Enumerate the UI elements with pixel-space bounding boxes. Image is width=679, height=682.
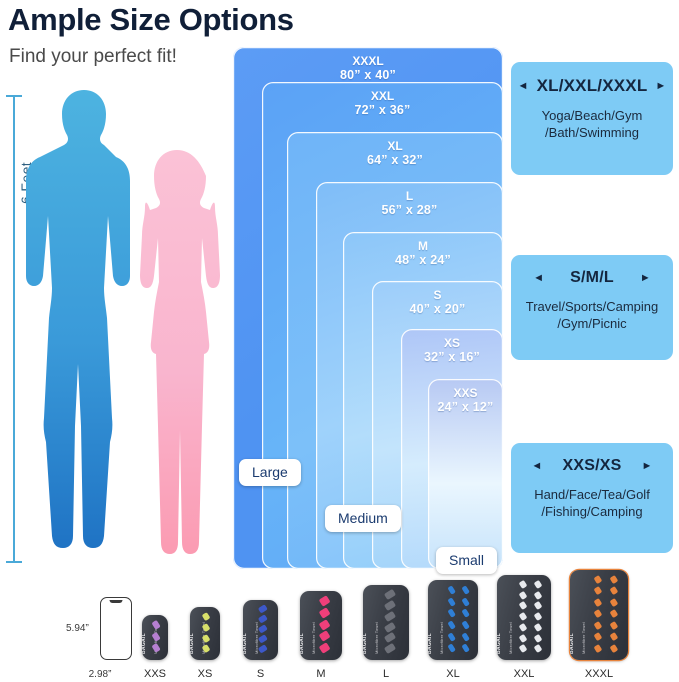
brand-label: BAGAIL	[300, 633, 305, 654]
product-size-xl: XL	[446, 668, 460, 680]
weave-pattern	[379, 588, 405, 655]
product-sub-label: Microfiber Towel	[439, 621, 444, 654]
product-roll-xxl: BAGAIL Microfiber Towel	[497, 575, 551, 660]
weave-pattern	[254, 604, 274, 655]
brand-label: BAGAIL	[142, 633, 147, 654]
arrow-left-icon: ◄	[533, 271, 545, 284]
weave-pattern	[314, 595, 338, 655]
size-label-xxs: XXS 24” x 12”	[437, 386, 494, 414]
weave-pattern	[149, 620, 164, 655]
product-roll-l: BAGAIL Microfiber Towel	[363, 585, 409, 660]
product-roll-s: BAGAIL Microfiber Towel	[243, 600, 278, 660]
callout-medium[interactable]: Medium	[325, 505, 401, 532]
weave-pattern	[517, 579, 547, 655]
product-size-m: M	[316, 668, 326, 680]
product-sub-label: Microfiber Towel	[581, 621, 586, 654]
product-roll-xs: BAGAIL Microfiber Towel	[190, 607, 220, 660]
weave-pattern	[199, 611, 216, 655]
product-sub-label: Microfiber Towel	[374, 621, 379, 654]
usage-panel-large[interactable]: ◄ XL/XXL/XXXL ► Yoga/Beach/Gym /Bath/Swi…	[511, 62, 673, 175]
usage-panel-medium[interactable]: ◄ S/M/L ► Travel/Sports/Camping /Gym/Pic…	[511, 255, 673, 360]
brand-label: BAGAIL	[428, 633, 433, 654]
product-size-xxxl: XXXL	[584, 668, 614, 680]
callout-large[interactable]: Large	[239, 459, 301, 486]
brand-label: BAGAIL	[190, 633, 195, 654]
usage-panel-medium-sizes: S/M/L	[570, 269, 614, 286]
female-silhouette	[140, 150, 220, 554]
usage-panel-medium-body: Travel/Sports/Camping /Gym/Picnic	[525, 299, 659, 331]
weave-pattern	[446, 585, 474, 655]
product-sub-label: Microfiber Towel	[508, 621, 513, 654]
product-size-xxs: XXS	[143, 668, 167, 680]
size-label-m: M 48” x 24”	[394, 239, 451, 267]
usage-panel-large-head: ◄ XL/XXL/XXXL ►	[517, 76, 667, 96]
size-label-xs: XS 32” x 16”	[423, 336, 480, 364]
phone-outline	[100, 597, 132, 660]
callout-small[interactable]: Small	[436, 547, 498, 574]
size-label-xxl: XXL 72” x 36”	[354, 89, 411, 117]
arrow-left-icon: ◄	[531, 459, 543, 472]
phone-width-label: 2.98”	[88, 669, 112, 680]
product-comparison-row: 5.94” 2.98” BAGAIL Microfiber Towel XXS …	[0, 570, 679, 682]
arrow-right-icon: ►	[639, 271, 651, 284]
size-rect-xxs[interactable]: XXS 24” x 12”	[428, 379, 503, 569]
brand-label: BAGAIL	[497, 633, 502, 654]
product-roll-xl: BAGAIL Microfiber Towel	[428, 580, 478, 660]
product-size-xxl: XXL	[513, 668, 535, 680]
arrow-right-icon: ►	[655, 79, 667, 92]
usage-panel-large-sizes: XL/XXL/XXXL	[536, 76, 648, 95]
scale-cap-bottom	[6, 561, 22, 563]
usage-panel-large-body: Yoga/Beach/Gym /Bath/Swimming	[541, 108, 643, 140]
size-chart: XXXL 80” x 40” XXL 72” x 36” XL 64” x 32” L…	[233, 47, 503, 574]
usage-panel-small-head: ◄ XXS/XS ►	[517, 457, 667, 475]
brand-label: BAGAIL	[570, 633, 575, 654]
product-roll-xxxl: BAGAIL Microfiber Towel	[570, 570, 628, 660]
usage-panel-small-sizes: XXS/XS	[562, 457, 622, 474]
brand-label: BAGAIL	[243, 633, 248, 654]
size-label-xl: XL 64” x 32”	[366, 139, 423, 167]
product-roll-xxs: BAGAIL Microfiber Towel	[142, 615, 168, 660]
product-size-s: S	[256, 668, 265, 680]
size-label-l: L 56” x 28”	[381, 189, 438, 217]
phone-height-label: 5.94”	[66, 623, 89, 634]
product-roll-m: BAGAIL Microfiber Towel	[300, 591, 342, 660]
male-silhouette	[26, 90, 130, 548]
phone-notch-icon	[109, 599, 123, 603]
usage-panel-small-body: Hand/Face/Tea/Golf /Fishing/Camping	[534, 487, 650, 519]
page-title: Ample Size Options	[8, 2, 294, 37]
weave-pattern	[592, 574, 624, 655]
page-subtitle: Find your perfect fit!	[9, 46, 177, 67]
size-label-xxxl: XXXL 80” x 40”	[339, 54, 396, 82]
size-label-s: S 40” x 20”	[409, 288, 466, 316]
height-scale-line	[13, 95, 15, 563]
product-size-l: L	[382, 668, 390, 680]
arrow-right-icon: ►	[641, 459, 653, 472]
usage-panel-medium-head: ◄ S/M/L ►	[517, 269, 667, 287]
brand-label: BAGAIL	[363, 633, 368, 654]
usage-panel-small[interactable]: ◄ XXS/XS ► Hand/Face/Tea/Golf /Fishing/C…	[511, 443, 673, 553]
arrow-left-icon: ◄	[517, 79, 529, 92]
product-size-xs: XS	[197, 668, 213, 680]
